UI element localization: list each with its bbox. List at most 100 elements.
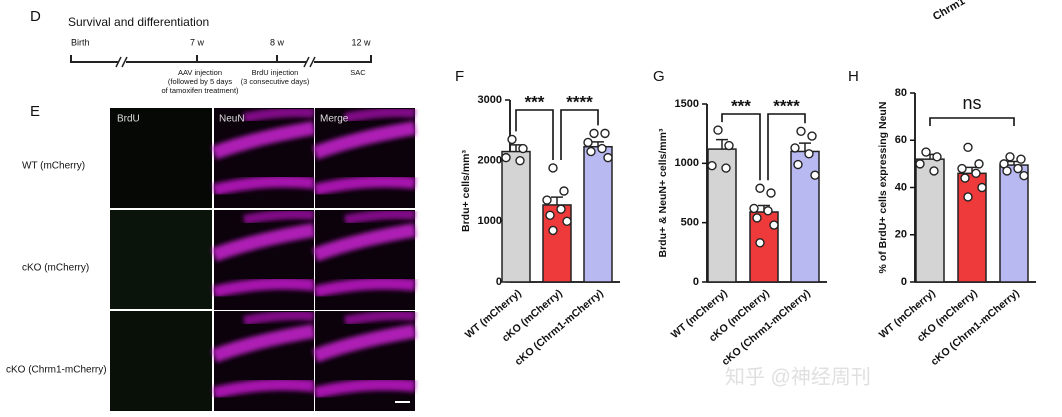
watermark: 知乎 @神经周刊 xyxy=(725,365,871,388)
granule-layer xyxy=(211,324,316,363)
data-point xyxy=(501,152,511,163)
panel-letter: G xyxy=(653,68,665,85)
y-tick-label: 1000 xyxy=(675,157,699,169)
timepoint-label: 12 w xyxy=(351,37,371,47)
granule-layer xyxy=(212,277,315,298)
sig-label: **** xyxy=(566,92,593,111)
y-tick-label: 1000 xyxy=(478,215,502,227)
column-label: NeuN xyxy=(219,114,245,125)
error-bar xyxy=(510,144,522,152)
sig-label: **** xyxy=(773,96,800,115)
micrographs xyxy=(110,107,417,411)
granule-layer xyxy=(211,223,316,262)
micrograph xyxy=(315,311,415,411)
event-label: AAV injection xyxy=(178,68,222,77)
data-point xyxy=(960,173,970,183)
granule-layer xyxy=(344,310,416,326)
data-point xyxy=(589,128,599,139)
data-point xyxy=(749,203,759,214)
micrograph xyxy=(214,210,314,310)
data-point xyxy=(548,225,558,236)
event-label: of tamoxifen treatment) xyxy=(161,86,239,95)
data-point xyxy=(804,149,814,159)
micrograph xyxy=(214,311,314,411)
sig-bracket xyxy=(767,113,806,181)
column-label: Merge xyxy=(320,114,349,125)
data-point xyxy=(518,143,528,154)
y-axis-label: % of BrdU+ cells expressing NeuN xyxy=(877,102,889,274)
bar xyxy=(583,145,613,283)
y-tick-label: 1500 xyxy=(675,98,699,110)
y-tick-label: 20 xyxy=(895,229,907,241)
data-point xyxy=(1005,152,1015,162)
y-axis-label: Brdu+ & NeuN+ cells/mm³ xyxy=(657,128,669,257)
granule-layer xyxy=(344,209,416,225)
error-bar xyxy=(799,142,811,152)
granule-layer xyxy=(312,324,417,363)
granule-layer xyxy=(312,223,417,262)
data-point xyxy=(559,186,569,196)
timeline xyxy=(70,55,372,68)
y-tick-label: 500 xyxy=(681,217,699,229)
panel-letter: H xyxy=(848,68,859,85)
error-bar xyxy=(551,196,563,205)
granule-layer xyxy=(243,107,315,123)
y-tick-label: 0 xyxy=(693,276,699,288)
granule-layer xyxy=(243,209,315,225)
data-point xyxy=(932,152,942,162)
data-point xyxy=(548,163,558,173)
panel-letter: D xyxy=(30,8,41,25)
data-point xyxy=(769,220,779,230)
data-point xyxy=(515,155,525,166)
data-point xyxy=(807,131,817,141)
bar xyxy=(915,158,945,283)
error-bar xyxy=(592,141,604,147)
event-label: SAC xyxy=(350,68,366,77)
granule-layer xyxy=(212,175,315,196)
micrograph xyxy=(315,210,415,310)
sig-label: *** xyxy=(731,96,751,115)
data-point xyxy=(766,188,776,198)
row-label: cKO (Chrm1-mCherry) xyxy=(6,365,107,376)
data-point xyxy=(597,143,607,154)
data-point xyxy=(707,161,717,171)
bar xyxy=(999,164,1029,283)
data-point xyxy=(963,192,973,202)
y-tick-label: 2000 xyxy=(478,155,502,167)
data-point xyxy=(921,147,931,157)
data-point xyxy=(507,134,517,145)
data-point xyxy=(957,163,967,174)
row-label: WT (mCherry) xyxy=(22,161,85,172)
data-point xyxy=(1013,163,1023,174)
data-point xyxy=(1016,154,1026,164)
data-point xyxy=(583,137,593,148)
y-tick-label: 60 xyxy=(895,134,907,146)
event-label: (3 consecutive days) xyxy=(241,77,310,86)
data-point xyxy=(1002,166,1012,176)
y-axis-label: Brdu+ cells/mm³ xyxy=(460,150,472,232)
granule-layer xyxy=(243,310,315,326)
timeline-title: Survival and differentiation xyxy=(68,15,209,29)
data-point xyxy=(790,143,800,153)
data-point xyxy=(721,163,731,173)
data-point xyxy=(796,126,806,136)
bar xyxy=(501,150,531,283)
timepoint-label: Birth xyxy=(71,37,90,47)
data-point xyxy=(556,204,566,214)
data-point xyxy=(763,206,773,216)
y-tick-label: 0 xyxy=(496,276,502,288)
data-point xyxy=(545,210,555,220)
granule-layer xyxy=(211,121,316,160)
sig-label: ns xyxy=(962,93,981,113)
sig-bracket xyxy=(929,117,1015,126)
data-point xyxy=(971,168,981,179)
event-label: (followed by 5 days xyxy=(168,77,232,86)
y-tick-label: 0 xyxy=(901,276,907,288)
granule-layer xyxy=(313,175,416,196)
granule-layer xyxy=(313,378,416,399)
data-point xyxy=(713,125,723,135)
sig-bracket xyxy=(560,109,599,160)
data-point xyxy=(810,170,820,180)
data-point xyxy=(603,152,613,163)
